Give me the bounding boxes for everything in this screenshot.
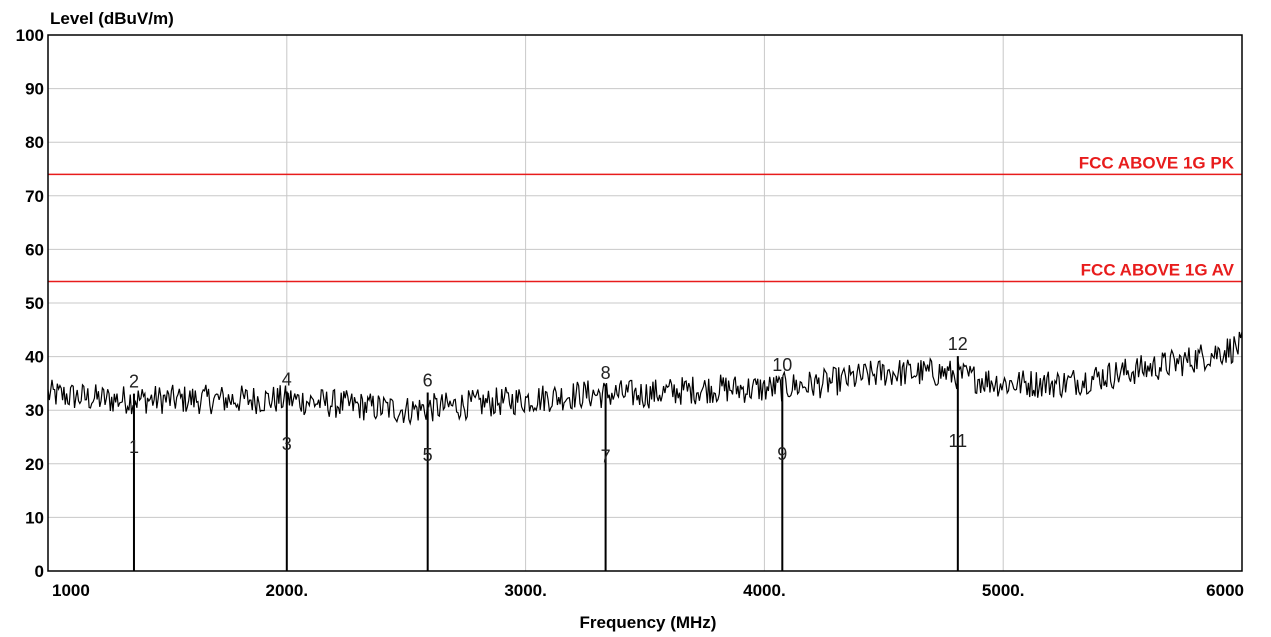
y-tick-label: 0 xyxy=(35,562,44,581)
limit-label: FCC ABOVE 1G PK xyxy=(1079,153,1235,172)
marker-label: 5 xyxy=(423,445,433,465)
trace-group xyxy=(47,331,1243,426)
marker-label: 12 xyxy=(948,334,968,354)
plot-frame xyxy=(47,34,1243,572)
x-tick-label: 6000 xyxy=(1206,581,1244,600)
y-tick-label: 80 xyxy=(25,133,44,152)
marker-label: 7 xyxy=(601,447,611,467)
marker-label: 2 xyxy=(129,372,139,392)
x-tick-label: 2000. xyxy=(266,581,309,600)
y-tick-label: 40 xyxy=(25,348,44,367)
marker-label: 4 xyxy=(282,369,292,389)
x-tick-label: 4000. xyxy=(743,581,786,600)
y-tick-label: 70 xyxy=(25,187,44,206)
x-tick-labels: 1000 2000. 3000. 4000. 5000. 6000 xyxy=(52,581,1244,600)
marker-label: 6 xyxy=(423,371,433,391)
x-tick-label: 3000. xyxy=(504,581,547,600)
trace-line xyxy=(47,331,1243,426)
limit-label: FCC ABOVE 1G AV xyxy=(1081,261,1235,280)
limit-lines: FCC ABOVE 1G PK FCC ABOVE 1G AV xyxy=(48,153,1242,283)
x-tick-label: 5000. xyxy=(982,581,1025,600)
marker-label: 3 xyxy=(282,434,292,454)
y-tick-label: 100 xyxy=(16,26,44,45)
y-tick-label: 30 xyxy=(25,401,44,420)
y-tick-label: 10 xyxy=(25,508,44,527)
x-tick-label: 1000 xyxy=(52,581,90,600)
marker-label: 9 xyxy=(777,444,787,464)
marker-label: 1 xyxy=(129,437,139,457)
y-tick-label: 50 xyxy=(25,294,44,313)
marker-label: 11 xyxy=(948,431,967,451)
marker-label: 8 xyxy=(601,363,611,383)
y-tick-labels: 0 10 20 30 40 50 60 70 80 90 100 xyxy=(16,26,44,581)
y-tick-label: 90 xyxy=(25,80,44,99)
y-tick-label: 20 xyxy=(25,455,44,474)
y-tick-label: 60 xyxy=(25,240,44,259)
marker-label: 10 xyxy=(772,355,792,375)
x-axis-title: Frequency (MHz) xyxy=(580,613,717,632)
y-axis-title: Level (dBuV/m) xyxy=(50,9,174,28)
